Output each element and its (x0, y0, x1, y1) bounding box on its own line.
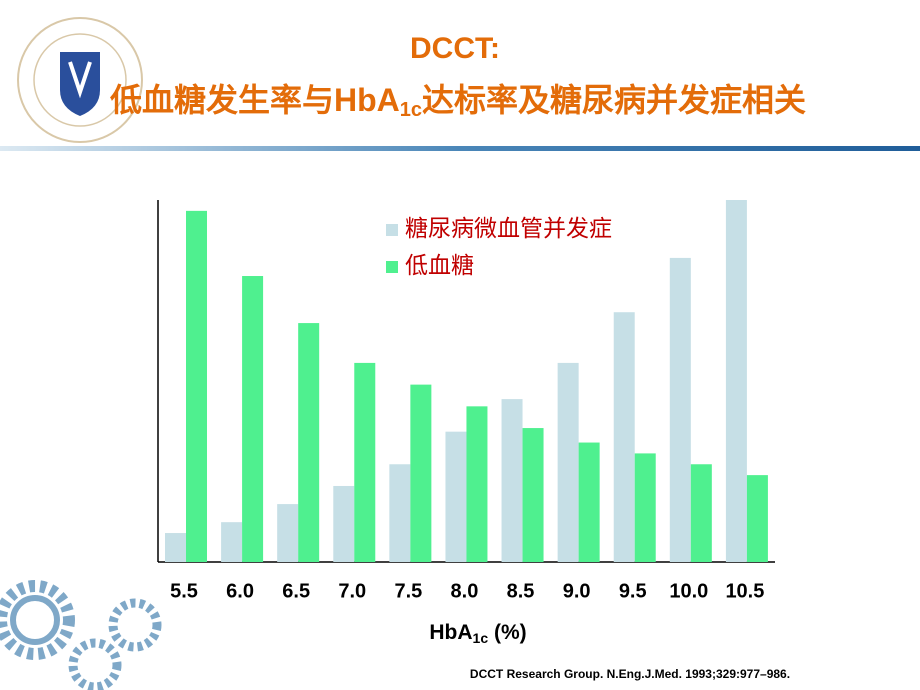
x-label-subscript: 1c (473, 630, 489, 646)
bar (242, 276, 264, 562)
x-tick-label: 6.0 (226, 580, 254, 602)
bar (669, 257, 691, 562)
legend-swatch (386, 261, 398, 273)
subtitle-subscript: 1c (400, 99, 422, 121)
legend-swatch (386, 224, 398, 236)
bar (578, 442, 600, 562)
header-rule (0, 146, 920, 151)
bar (354, 362, 376, 562)
bar (522, 428, 544, 562)
chart-subtitle: 低血糖发生率与HbA1c达标率及糖尿病并发症相关 (110, 82, 806, 121)
x-tick-label: 5.5 (170, 580, 198, 602)
x-tick-label: 9.5 (619, 580, 647, 602)
bar (613, 312, 635, 562)
bar (389, 464, 411, 562)
bar (725, 200, 747, 562)
x-label-part: HbA (429, 621, 472, 644)
bar (186, 210, 207, 563)
subtitle-part: 低血糖发生率与HbA (110, 82, 400, 118)
gears (0, 580, 162, 690)
x-tick-label: 10.5 (725, 580, 764, 602)
x-axis-label: HbA1c (%) (429, 621, 526, 646)
x-tick-label: 7.0 (338, 580, 366, 602)
bar (557, 362, 579, 562)
x-tick-label: 8.0 (451, 580, 479, 602)
x-tick-label: 9.0 (563, 580, 591, 602)
bar (501, 399, 523, 562)
x-label-part: (%) (488, 621, 527, 644)
bar (221, 522, 243, 562)
x-tick-label: 8.5 (507, 580, 535, 602)
bar (410, 384, 432, 562)
x-tick-label: 7.5 (394, 580, 422, 602)
subtitle-part: 达标率及糖尿病并发症相关 (422, 82, 806, 118)
bar (298, 323, 320, 562)
legend-label: 糖尿病微血管并发症 (405, 216, 612, 242)
bar (165, 533, 186, 562)
logo (17, 17, 143, 143)
chart-title: DCCT: (410, 32, 500, 65)
x-tick-label: 6.5 (282, 580, 310, 602)
bar (277, 504, 299, 562)
bar (746, 475, 768, 562)
bar (445, 431, 467, 562)
x-tick-label: 10.0 (669, 580, 708, 602)
bar (634, 453, 656, 562)
bar (333, 485, 355, 562)
bar (466, 406, 488, 562)
legend-label: 低血糖 (405, 253, 474, 279)
bar (690, 464, 712, 562)
source-note: DCCT Research Group. N.Eng.J.Med. 1993;3… (470, 667, 790, 681)
